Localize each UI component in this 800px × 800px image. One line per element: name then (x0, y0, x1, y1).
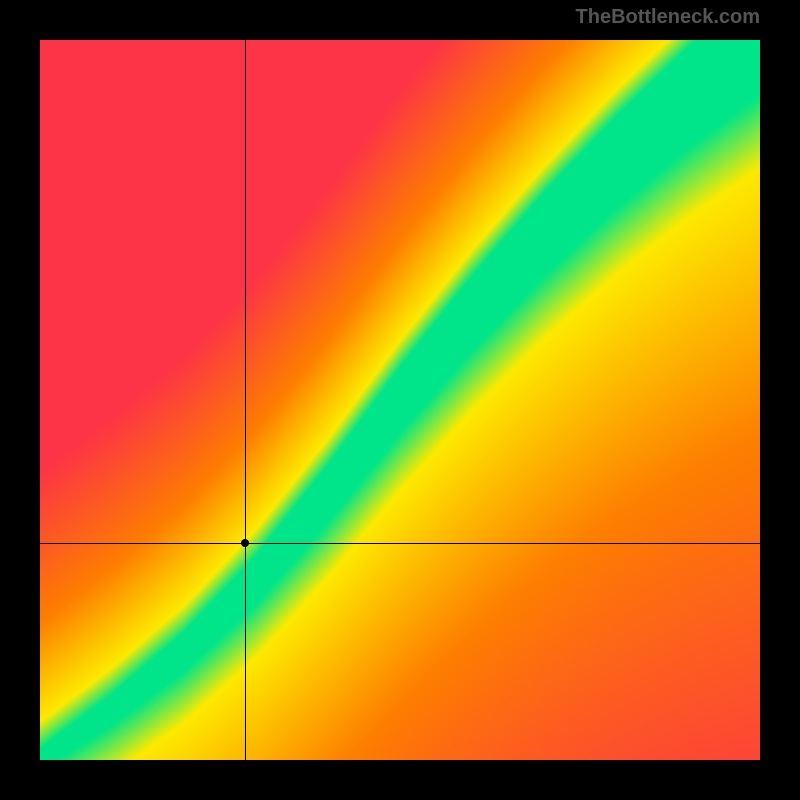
heatmap-canvas (40, 40, 760, 760)
crosshair-vertical (245, 40, 246, 760)
crosshair-horizontal (40, 543, 760, 544)
heatmap-plot-area (40, 40, 760, 760)
watermark-text: TheBottleneck.com (576, 6, 760, 29)
crosshair-marker (241, 539, 249, 547)
